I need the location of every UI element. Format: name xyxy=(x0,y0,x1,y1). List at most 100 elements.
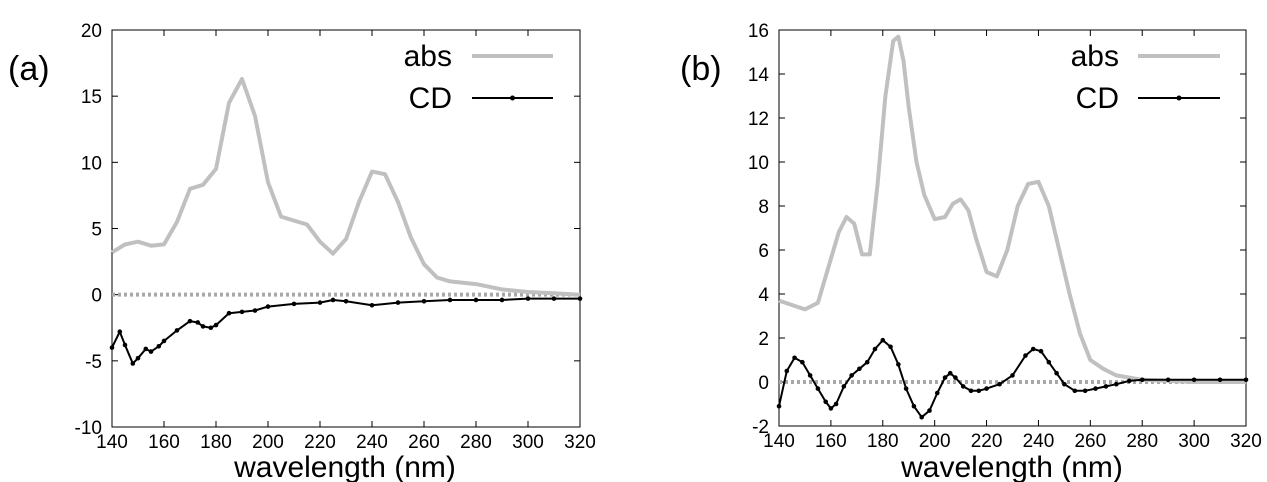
series-point-cd xyxy=(1113,381,1119,387)
series-point-cd xyxy=(823,399,828,405)
series-point-cd xyxy=(934,390,940,396)
y-tick-label: 0 xyxy=(91,286,102,307)
y-tick-label: 10 xyxy=(81,153,102,174)
series-point-cd xyxy=(984,386,989,391)
series-point-cd xyxy=(1030,346,1036,352)
series-point-cd xyxy=(1046,359,1052,365)
series-point-cd xyxy=(473,297,479,303)
series-point-cd xyxy=(1082,388,1088,394)
series-point-cd xyxy=(369,302,375,308)
series-point-cd xyxy=(117,329,123,335)
series-point-cd xyxy=(122,342,128,348)
series-point-cd xyxy=(174,328,180,333)
series-point-cd xyxy=(239,309,245,315)
x-tick-label: 160 xyxy=(148,432,180,453)
series-point-cd xyxy=(161,338,167,344)
series-point-cd xyxy=(1023,353,1028,358)
x-tick-label: 160 xyxy=(815,431,847,452)
series-point-cd xyxy=(833,401,839,407)
x-axis-title: wavelength (nm) xyxy=(233,451,456,482)
y-tick-label: 0 xyxy=(758,373,769,394)
series-point-cd xyxy=(953,375,958,380)
series-point-cd xyxy=(776,403,782,409)
x-tick-label: 200 xyxy=(919,431,951,452)
y-tick-label: 8 xyxy=(758,197,769,218)
series-point-cd xyxy=(792,355,797,361)
x-tick-label: 140 xyxy=(763,431,795,452)
series-point-cd xyxy=(968,388,974,394)
series-point-cd xyxy=(135,355,141,361)
series-point-cd xyxy=(1054,370,1059,376)
chart-panel-a: 140 160 180 200 220 240 260 280 300 320 -10 -5 0 5 10 1… xyxy=(8,21,596,482)
series-point-cd xyxy=(864,359,870,365)
series-point-cd xyxy=(849,373,854,378)
y-tick-label: 16 xyxy=(748,21,769,42)
series-point-cd xyxy=(395,300,401,305)
y-tick-label: -5 xyxy=(85,352,102,373)
series-point-cd xyxy=(187,318,193,324)
series-point-cd xyxy=(226,310,232,316)
series-point-cd xyxy=(997,381,1002,387)
chart-panel-b: 140 160 180 200 220 240 260 280 300 320 -2 0 2 4 6 8 10 1… xyxy=(680,21,1262,482)
y-tick-label: -2 xyxy=(752,417,769,438)
y-tick-label: 15 xyxy=(81,87,102,108)
x-tick-label: 180 xyxy=(200,432,232,453)
series-point-cd xyxy=(800,359,805,365)
y-tick-label: 14 xyxy=(748,65,770,86)
series-point-cd xyxy=(109,345,115,350)
series-point-cd xyxy=(213,322,219,328)
series-point-cd xyxy=(265,304,271,309)
y-tick-label: 2 xyxy=(758,329,769,350)
series-point-cd xyxy=(1126,378,1132,384)
series-point-cd xyxy=(815,386,821,391)
legend-marker-cd xyxy=(1176,95,1182,101)
x-tick-label: 320 xyxy=(564,432,596,453)
series-point-cd xyxy=(143,346,149,352)
series-point-cd xyxy=(156,343,162,349)
plot-frame xyxy=(111,29,581,428)
series-point-cd xyxy=(148,349,154,354)
series-point-cd xyxy=(317,300,323,305)
series-line-abs xyxy=(110,77,581,297)
series-point-cd xyxy=(330,297,336,303)
plot-frame xyxy=(778,29,1247,427)
series-point-cd xyxy=(525,296,531,301)
series-point-cd xyxy=(200,324,206,329)
x-tick-label: 240 xyxy=(1023,431,1055,452)
x-tick-label: 300 xyxy=(1178,431,1210,452)
series-point-cd xyxy=(447,297,453,303)
legend-marker-cd xyxy=(510,95,515,101)
series-point-cd xyxy=(841,384,847,389)
series-point-cd xyxy=(1093,386,1098,391)
y-tick-label: -10 xyxy=(75,418,102,439)
x-tick-label: 200 xyxy=(252,432,284,453)
series-point-cd xyxy=(499,297,505,303)
x-tick-label: 280 xyxy=(1126,431,1158,452)
series-line-abs xyxy=(778,34,1246,384)
series-point-cd xyxy=(291,301,297,307)
series-point-cd xyxy=(784,368,790,374)
x-tick-label: 240 xyxy=(356,432,388,453)
series-point-cd xyxy=(1165,377,1171,383)
series-point-cd xyxy=(947,370,953,376)
y-tick-label: 12 xyxy=(748,109,769,130)
series-point-cd xyxy=(880,337,886,343)
series-point-cd xyxy=(896,362,901,367)
x-tick-label: 140 xyxy=(96,432,128,453)
series-point-cd xyxy=(888,344,893,350)
y-tick-label: 10 xyxy=(748,153,769,174)
series-point-cd xyxy=(807,373,813,378)
x-tick-label: 320 xyxy=(1230,431,1262,452)
series-point-cd xyxy=(1038,348,1044,354)
series-point-cd xyxy=(252,308,258,313)
series-line-cd xyxy=(778,339,1246,419)
series-point-cd xyxy=(195,320,201,325)
panel-label: (a) xyxy=(8,50,50,88)
series-point-cd xyxy=(130,361,136,366)
x-tick-label: 300 xyxy=(512,432,544,453)
series-point-cd xyxy=(960,384,966,389)
series-point-cd xyxy=(1243,377,1249,383)
series-point-cd xyxy=(551,296,557,301)
series-point-cd xyxy=(857,366,862,372)
